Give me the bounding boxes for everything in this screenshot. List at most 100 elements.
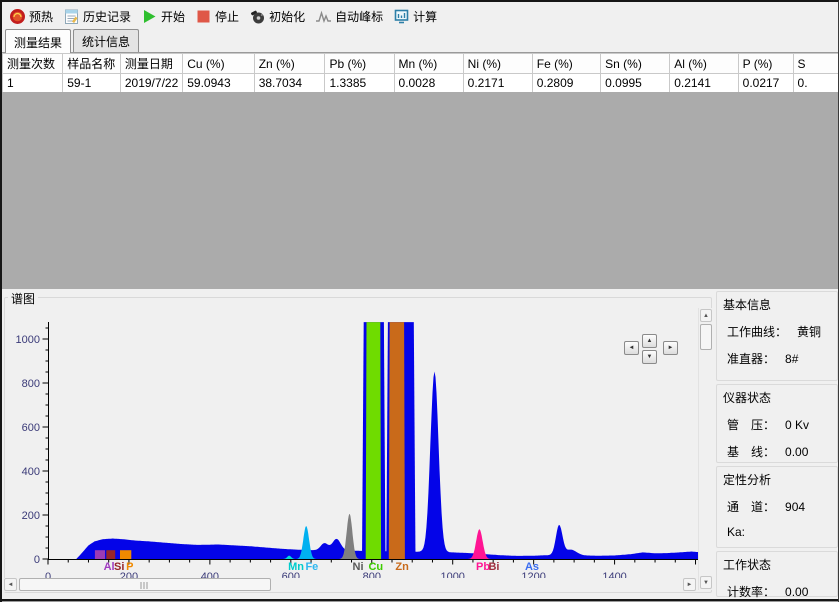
info-item-label: 计数率： xyxy=(727,585,776,599)
info-item: 通 道： 904 xyxy=(727,498,833,515)
column-header[interactable]: 测量次数 xyxy=(2,53,64,74)
toolbar-button-label: 预热 xyxy=(29,9,54,24)
tab-statistics[interactable]: 统计信息 xyxy=(73,29,140,52)
column-header[interactable]: Sn (%) xyxy=(600,53,671,74)
table-cell: 1.3385 xyxy=(324,73,395,92)
scroll-left-button[interactable]: ◄ xyxy=(4,578,17,591)
toolbar-button-label: 计算 xyxy=(413,9,438,24)
toolbar-button-start[interactable]: 开始 xyxy=(137,4,191,28)
pan-left-button[interactable]: ◄ xyxy=(624,341,639,355)
y-tick-label: 200 xyxy=(22,510,40,522)
toolbar: 预热 历史记录 开始 停止 初始化 自动峰标 计算 xyxy=(2,2,838,30)
table-header-row: 测量次数 样品名称 测量日期 Cu (%) Zn (%) Pb (%) Mn (%) Ni (… xyxy=(2,53,838,74)
toolbar-button-calculate[interactable]: 计算 xyxy=(389,4,443,28)
table-cell: 59.0943 xyxy=(182,73,255,92)
arrow-up-icon: ▲ xyxy=(703,312,709,319)
horizontal-scroll-thumb[interactable] xyxy=(19,578,271,591)
pan-up-button[interactable]: ▲ xyxy=(642,334,657,348)
info-group-title: 工作状态 xyxy=(723,558,772,572)
toolbar-button-initialize[interactable]: 初始化 xyxy=(245,4,311,28)
table-cell: 0.0028 xyxy=(393,73,464,92)
info-group-title: 基本信息 xyxy=(723,298,772,312)
peak-Ni xyxy=(339,514,360,559)
horizontal-scrollbar[interactable]: ◄ ► xyxy=(4,578,696,592)
y-tick-label: 400 xyxy=(22,466,40,478)
pan-down-button[interactable]: ▼ xyxy=(642,350,657,364)
info-item: 准直器： 8# xyxy=(727,350,833,367)
column-header[interactable]: Al (%) xyxy=(669,53,739,74)
element-label-Fe: Fe xyxy=(305,561,318,573)
info-item-label: 管 压： xyxy=(727,418,776,432)
results-table: 测量次数 样品名称 测量日期 Cu (%) Zn (%) Pb (%) Mn (%) Ni (… xyxy=(2,53,838,92)
info-item-value: 黄铜 xyxy=(797,325,822,339)
info-item: 计数率： 0.00 xyxy=(727,583,833,600)
peak-Zn xyxy=(388,322,405,559)
arrow-left-icon: ◄ xyxy=(628,345,635,351)
column-header[interactable]: 样品名称 xyxy=(62,53,121,74)
column-header[interactable]: Zn (%) xyxy=(253,53,326,74)
stop-icon xyxy=(195,8,212,25)
scroll-right-button[interactable]: ► xyxy=(683,578,696,591)
element-band xyxy=(120,550,132,559)
table-cell: 0.0217 xyxy=(737,73,794,92)
info-item-value: 0.00 xyxy=(785,585,809,599)
tab-measure-results[interactable]: 测量结果 xyxy=(5,29,72,53)
peak-Mn xyxy=(282,555,297,559)
column-header[interactable]: P (%) xyxy=(737,53,794,74)
spectrum-chart[interactable]: 0 200 400 600 800 1000 1200 1400020040060080010… xyxy=(2,290,714,596)
toolbar-button-label: 停止 xyxy=(215,9,240,24)
info-group-title: 定性分析 xyxy=(723,473,772,487)
info-group-basic-info: 基本信息工作曲线： 黄铜 准直器： 8# xyxy=(716,291,838,381)
element-label-P: P xyxy=(126,561,133,573)
window-bottom-border xyxy=(2,599,838,601)
preheat-icon xyxy=(9,8,26,25)
thumb-grip xyxy=(140,582,150,589)
info-item-label: 通 道： xyxy=(727,500,776,514)
table-row[interactable]: 1 59-1 2019/7/22 59.0943 38.7034 1.3385 0.0028… xyxy=(2,73,838,92)
toolbar-button-history[interactable]: 历史记录 xyxy=(59,4,137,28)
arrow-right-icon: ► xyxy=(667,345,674,351)
toolbar-button-stop[interactable]: 停止 xyxy=(191,4,245,28)
element-label-Pb: Pb xyxy=(476,561,490,573)
element-label-Bi: Bi xyxy=(488,561,499,573)
toolbar-button-label: 初始化 xyxy=(269,9,306,24)
info-item-value: 0.00 xyxy=(785,445,809,459)
arrow-right-icon: ► xyxy=(686,581,693,588)
column-header[interactable]: Ni (%) xyxy=(462,53,533,74)
peak-Cu xyxy=(365,322,382,559)
vertical-scrollbar[interactable]: ▲ ▼ xyxy=(698,308,713,590)
column-header[interactable]: 测量日期 xyxy=(119,53,184,74)
arrow-down-icon: ▼ xyxy=(646,354,653,360)
column-header[interactable]: Pb (%) xyxy=(324,53,395,74)
arrow-down-icon: ▼ xyxy=(703,579,709,586)
vertical-scroll-thumb[interactable] xyxy=(700,324,712,350)
column-header[interactable]: Mn (%) xyxy=(393,53,464,74)
column-header[interactable]: S xyxy=(792,53,838,74)
toolbar-button-auto-peak[interactable]: 自动峰标 xyxy=(311,4,389,28)
toolbar-button-label: 历史记录 xyxy=(83,9,132,24)
info-item-value: 904 xyxy=(785,500,806,514)
column-header[interactable]: Cu (%) xyxy=(182,53,255,74)
table-cell: 0.0995 xyxy=(600,73,671,92)
info-item-label: 准直器： xyxy=(727,352,776,366)
scroll-down-button[interactable]: ▼ xyxy=(700,576,712,589)
tab-strip: 测量结果 统计信息 xyxy=(2,29,838,53)
spectrum-curve xyxy=(70,371,702,559)
scroll-up-button[interactable]: ▲ xyxy=(700,309,712,322)
info-group-instrument-status: 仪器状态管 压： 0 Kv 基 线： 0.00 xyxy=(716,384,838,463)
info-item-value: 8# xyxy=(785,352,799,366)
toolbar-button-label: 开始 xyxy=(161,9,186,24)
table-cell: 59-1 xyxy=(62,73,121,92)
info-item: 管 压： 0 Kv xyxy=(727,416,833,433)
pan-right-button[interactable]: ► xyxy=(663,341,678,355)
info-item: 工作曲线： 黄铜 xyxy=(727,323,833,340)
info-group-title: 仪器状态 xyxy=(723,391,772,405)
calculate-icon xyxy=(393,8,410,25)
table-cell: 2019/7/22 xyxy=(119,73,184,92)
y-tick-label: 0 xyxy=(34,554,40,566)
history-icon xyxy=(63,8,80,25)
toolbar-button-preheat[interactable]: 预热 xyxy=(5,4,59,28)
info-item-value: 0 Kv xyxy=(785,418,810,432)
column-header[interactable]: Fe (%) xyxy=(531,53,602,74)
y-tick-label: 600 xyxy=(22,422,40,434)
